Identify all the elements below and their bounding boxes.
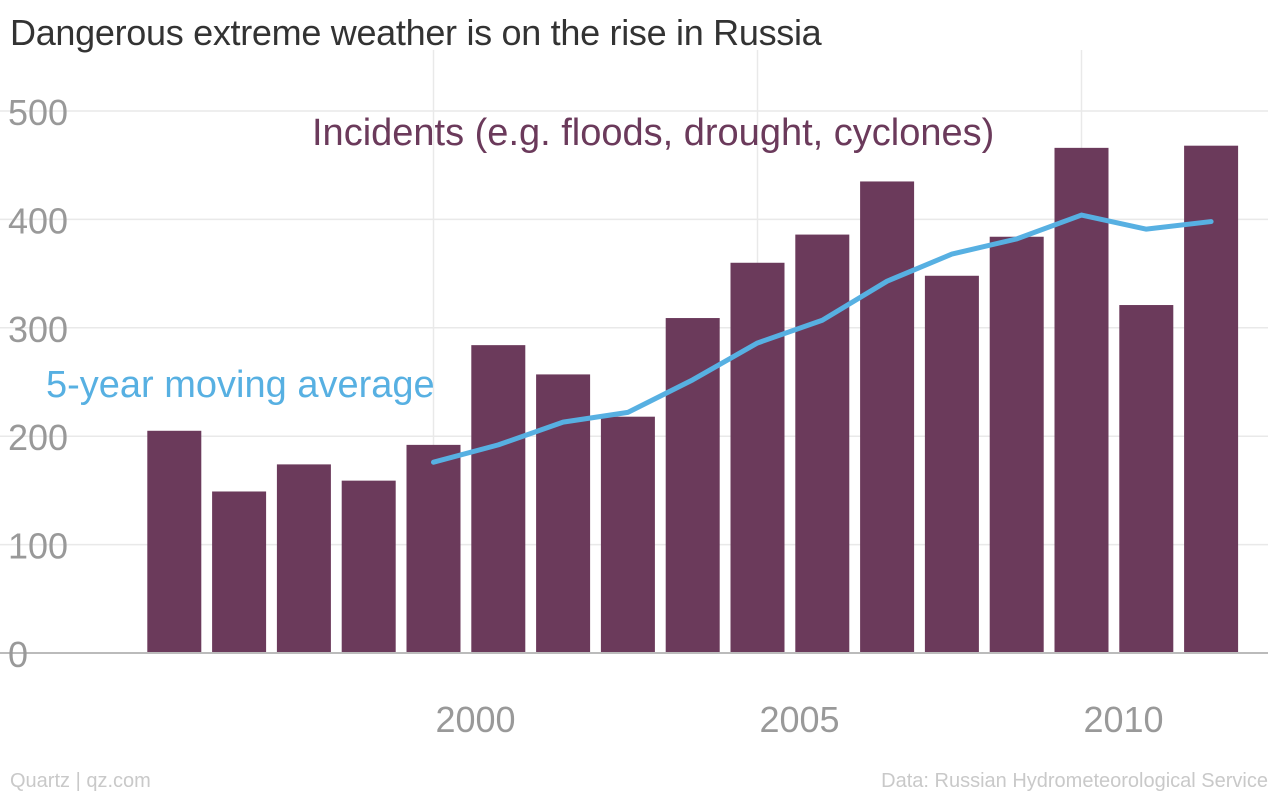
bar bbox=[536, 374, 591, 653]
bar bbox=[924, 275, 979, 653]
bar bbox=[276, 464, 331, 653]
bar bbox=[730, 262, 785, 653]
bar bbox=[600, 416, 655, 653]
y-tick-label: 400 bbox=[8, 200, 68, 241]
y-tick-label: 100 bbox=[8, 526, 68, 567]
bar bbox=[471, 345, 526, 653]
y-tick-label: 300 bbox=[8, 309, 68, 350]
bar bbox=[1119, 305, 1174, 653]
bar bbox=[795, 234, 850, 654]
bar bbox=[406, 444, 461, 653]
bar bbox=[1054, 147, 1109, 653]
chart-title: Dangerous extreme weather is on the rise… bbox=[10, 12, 822, 53]
series-label-moving-average: 5-year moving average bbox=[46, 364, 435, 406]
bar bbox=[212, 491, 267, 653]
x-tick-label: 2000 bbox=[435, 699, 515, 740]
y-tick-label: 0 bbox=[8, 634, 28, 675]
source-credit: Quartz | qz.com bbox=[10, 770, 151, 792]
y-tick-label: 200 bbox=[8, 417, 68, 458]
bar bbox=[860, 181, 915, 653]
series-label-incidents: Incidents (e.g. floods, drought, cyclone… bbox=[312, 112, 994, 154]
bar bbox=[341, 480, 396, 653]
x-tick-label: 2010 bbox=[1083, 699, 1163, 740]
bar bbox=[1184, 145, 1239, 654]
y-tick-label: 500 bbox=[8, 92, 68, 133]
bar bbox=[989, 236, 1044, 653]
bar bbox=[147, 430, 202, 653]
x-tick-label: 2005 bbox=[759, 699, 839, 740]
data-source: Data: Russian Hydrometeorological Servic… bbox=[881, 770, 1268, 792]
moving-average-line bbox=[431, 212, 1214, 465]
bar bbox=[665, 318, 720, 653]
